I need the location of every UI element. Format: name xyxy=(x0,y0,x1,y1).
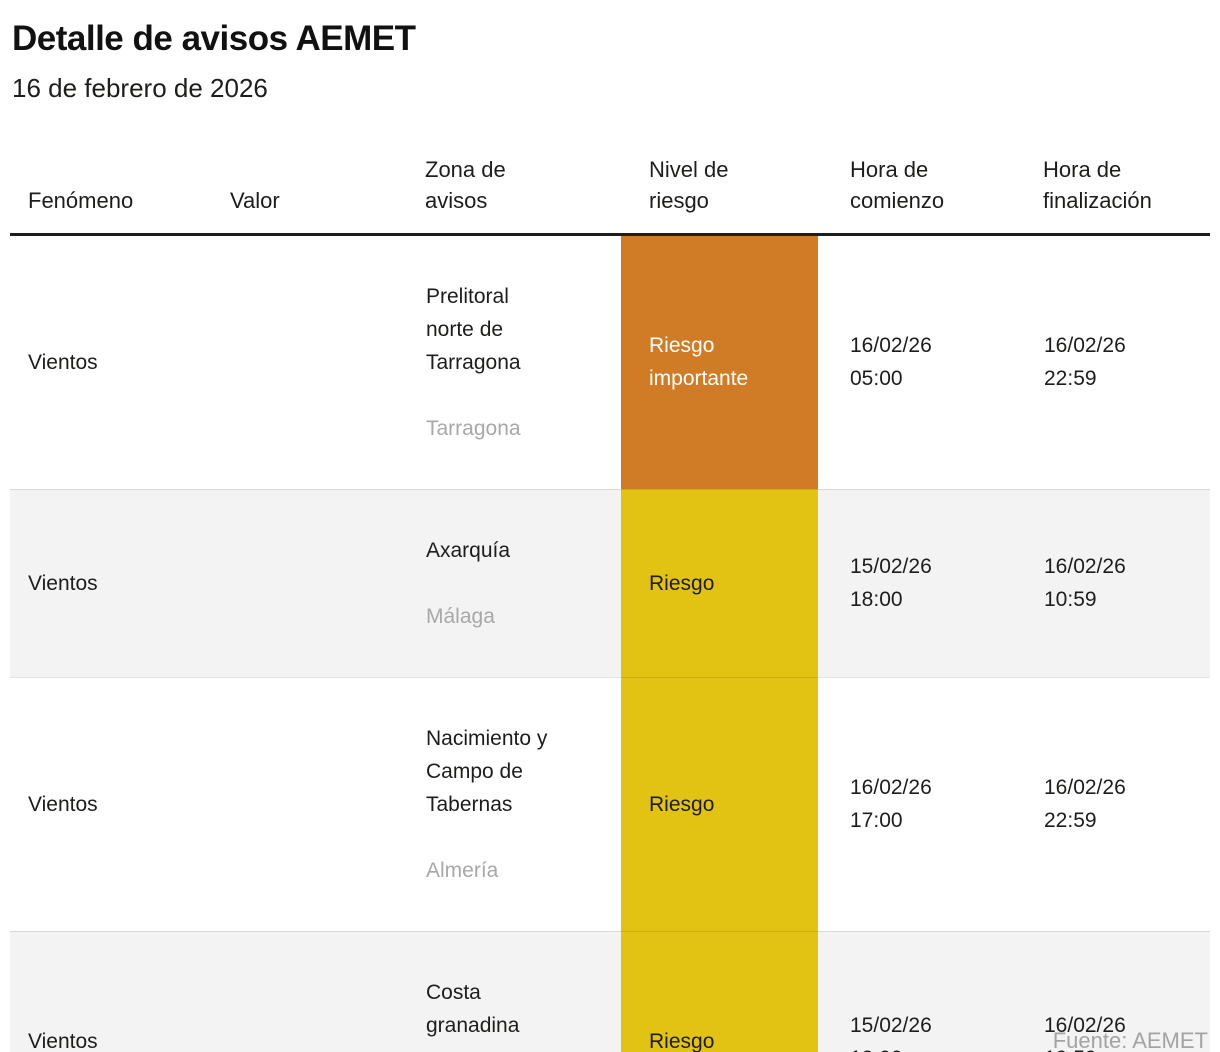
cell-hora-comienzo: 16/02/26 05:00 xyxy=(850,334,932,390)
page-subtitle: 16 de febrero de 2026 xyxy=(12,72,268,103)
cell-fenomeno: Vientos xyxy=(10,676,230,931)
table-body: Vientos Prelitoral norte de Tarragona Ta… xyxy=(10,234,1210,1052)
cell-nivel-riesgo: Riesgo xyxy=(621,488,818,677)
cell-hora-finalizacion: 16/02/26 10:59 xyxy=(1043,930,1210,1052)
cell-zona: Prelitoral norte de Tarragona Tarragona xyxy=(425,234,621,489)
cell-valor xyxy=(230,234,425,489)
table-header: Fenómeno Valor Zona de avisos Nivel de r… xyxy=(10,154,1210,234)
column-header-comienzo: Hora de comienzo xyxy=(850,156,945,213)
cell-fenomeno: Vientos xyxy=(10,930,230,1052)
zona-provincia: Tarragona xyxy=(426,416,521,440)
cell-fenomeno: Vientos xyxy=(28,350,98,374)
zona-provincia: Málaga xyxy=(426,604,495,628)
zona-name: Costa granadina xyxy=(426,980,520,1037)
page: Detalle de avisos AEMET 16 de febrero de… xyxy=(0,19,1220,1052)
cell-fenomeno: Vientos xyxy=(10,488,230,677)
table-row: Vientos Nacimiento y Campo de Tabernas A… xyxy=(10,676,1210,931)
table-row: Vientos Axarquía Málaga Riesgo 15/02/26 … xyxy=(10,488,1210,677)
cell-valor xyxy=(230,676,425,931)
zona-name: Prelitoral norte de Tarragona xyxy=(426,284,521,374)
zona-name: Axarquía xyxy=(426,538,511,562)
table-row: Vientos Costa granadina Granada Riesgo 1… xyxy=(10,930,1210,1052)
cell-zona: Axarquía Málaga xyxy=(425,488,621,677)
cell-valor xyxy=(230,488,425,677)
cell-hora-comienzo: 16/02/26 17:00 xyxy=(818,676,1043,931)
cell-valor xyxy=(230,930,425,1052)
aemet-warnings-table: Fenómeno Valor Zona de avisos Nivel de r… xyxy=(10,154,1210,1052)
cell-hora-finalizacion: 16/02/26 22:59 xyxy=(1044,334,1126,390)
column-header-zona: Zona de avisos xyxy=(425,156,506,213)
column-header-nivel: Nivel de riesgo xyxy=(649,156,729,213)
cell-nivel-riesgo: Riesgo xyxy=(621,930,818,1052)
cell-hora-comienzo: 15/02/26 18:00 xyxy=(818,488,1043,677)
source-attribution: Fuente: AEMET xyxy=(1052,1028,1208,1052)
column-header-valor: Valor xyxy=(230,187,280,213)
page-title: Detalle de avisos AEMET xyxy=(12,19,416,58)
cell-zona: Costa granadina Granada xyxy=(425,930,621,1052)
zona-provincia: Almería xyxy=(426,858,499,882)
cell-nivel-riesgo: Riesgo xyxy=(621,676,818,931)
zona-name: Nacimiento y Campo de Tabernas xyxy=(426,726,548,816)
column-header-fenomeno: Fenómeno xyxy=(28,187,134,213)
cell-nivel-riesgo: Riesgo importante xyxy=(621,234,818,489)
cell-hora-comienzo: 15/02/26 18:00 xyxy=(818,930,1043,1052)
header-row: Fenómeno Valor Zona de avisos Nivel de r… xyxy=(10,154,1210,234)
cell-hora-finalizacion: 16/02/26 10:59 xyxy=(1043,488,1210,677)
column-header-finalizacion: Hora de finalización xyxy=(1043,156,1152,213)
cell-hora-finalizacion: 16/02/26 22:59 xyxy=(1043,676,1210,931)
table-row: Vientos Prelitoral norte de Tarragona Ta… xyxy=(10,234,1210,489)
cell-zona: Nacimiento y Campo de Tabernas Almería xyxy=(425,676,621,931)
